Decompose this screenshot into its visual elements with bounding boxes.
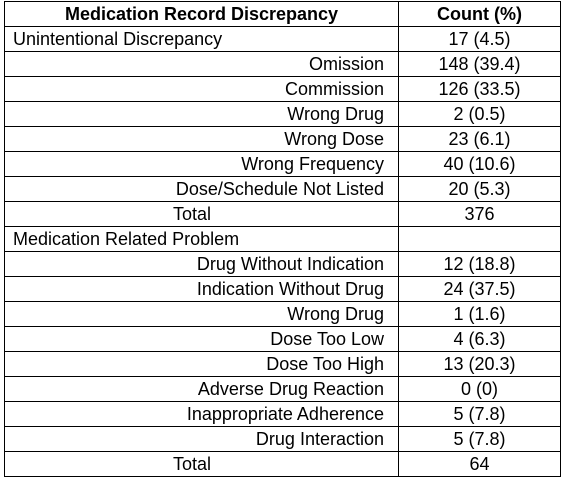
row-count: 0 (0): [398, 376, 561, 402]
row-count: 5 (7.8): [398, 401, 561, 427]
row-label: Adverse Drug Reaction: [4, 376, 399, 402]
table-header: Medication Record Discrepancy Count (%): [4, 1, 561, 27]
row-count: 1 (1.6): [398, 301, 561, 327]
table-row: Dose/Schedule Not Listed 20 (5.3): [4, 176, 561, 202]
table-row: Wrong Dose 23 (6.1): [4, 126, 561, 152]
row-label: Dose/Schedule Not Listed: [4, 176, 399, 202]
row-count: 40 (10.6): [398, 151, 561, 177]
row-count: 24 (37.5): [398, 276, 561, 302]
row-count: 17 (4.5): [398, 26, 561, 52]
row-label: Unintentional Discrepancy: [4, 26, 399, 52]
row-label: Drug Interaction: [4, 426, 399, 452]
header-count: Count (%): [398, 1, 561, 27]
row-label: Dose Too Low: [4, 326, 399, 352]
row-label: Omission: [4, 51, 399, 77]
row-label: Inappropriate Adherence: [4, 401, 399, 427]
row-label: Wrong Drug: [4, 301, 399, 327]
table-row: Drug Without Indication 12 (18.8): [4, 251, 561, 277]
section-row: Unintentional Discrepancy 17 (4.5): [4, 26, 561, 52]
table-row: Indication Without Drug 24 (37.5): [4, 276, 561, 302]
total-row: Total 64: [4, 451, 561, 477]
header-row: Medication Record Discrepancy Count (%): [4, 1, 561, 27]
row-label: Indication Without Drug: [4, 276, 399, 302]
row-count: 23 (6.1): [398, 126, 561, 152]
header-discrepancy: Medication Record Discrepancy: [4, 1, 399, 27]
row-label: Drug Without Indication: [4, 251, 399, 277]
table-row: Omission 148 (39.4): [4, 51, 561, 77]
row-count: 126 (33.5): [398, 76, 561, 102]
row-count: 4 (6.3): [398, 326, 561, 352]
row-label: Commission: [4, 76, 399, 102]
row-label: Total: [4, 451, 399, 477]
row-count: 13 (20.3): [398, 351, 561, 377]
table-row: Dose Too Low 4 (6.3): [4, 326, 561, 352]
row-count: 64: [398, 451, 561, 477]
row-count: 12 (18.8): [398, 251, 561, 277]
row-label: Dose Too High: [4, 351, 399, 377]
total-row: Total 376: [4, 201, 561, 227]
row-count: 148 (39.4): [398, 51, 561, 77]
row-count: [398, 226, 561, 252]
row-label: Total: [4, 201, 399, 227]
table-row: Wrong Drug 2 (0.5): [4, 101, 561, 127]
table-row: Adverse Drug Reaction 0 (0): [4, 376, 561, 402]
table-row: Wrong Drug 1 (1.6): [4, 301, 561, 327]
row-count: 376: [398, 201, 561, 227]
table-row: Inappropriate Adherence 5 (7.8): [4, 401, 561, 427]
table-row: Commission 126 (33.5): [4, 76, 561, 102]
section-row: Medication Related Problem: [4, 226, 561, 252]
row-count: 5 (7.8): [398, 426, 561, 452]
table-row: Wrong Frequency 40 (10.6): [4, 151, 561, 177]
table-row: Drug Interaction 5 (7.8): [4, 426, 561, 452]
row-label: Wrong Frequency: [4, 151, 399, 177]
table-row: Dose Too High 13 (20.3): [4, 351, 561, 377]
row-label: Medication Related Problem: [4, 226, 399, 252]
row-count: 20 (5.3): [398, 176, 561, 202]
row-label: Wrong Dose: [4, 126, 399, 152]
table-body: Unintentional Discrepancy 17 (4.5) Omissio…: [4, 26, 561, 477]
discrepancy-table: Medication Record Discrepancy Count (%) …: [4, 1, 561, 477]
row-count: 2 (0.5): [398, 101, 561, 127]
row-label: Wrong Drug: [4, 101, 399, 127]
